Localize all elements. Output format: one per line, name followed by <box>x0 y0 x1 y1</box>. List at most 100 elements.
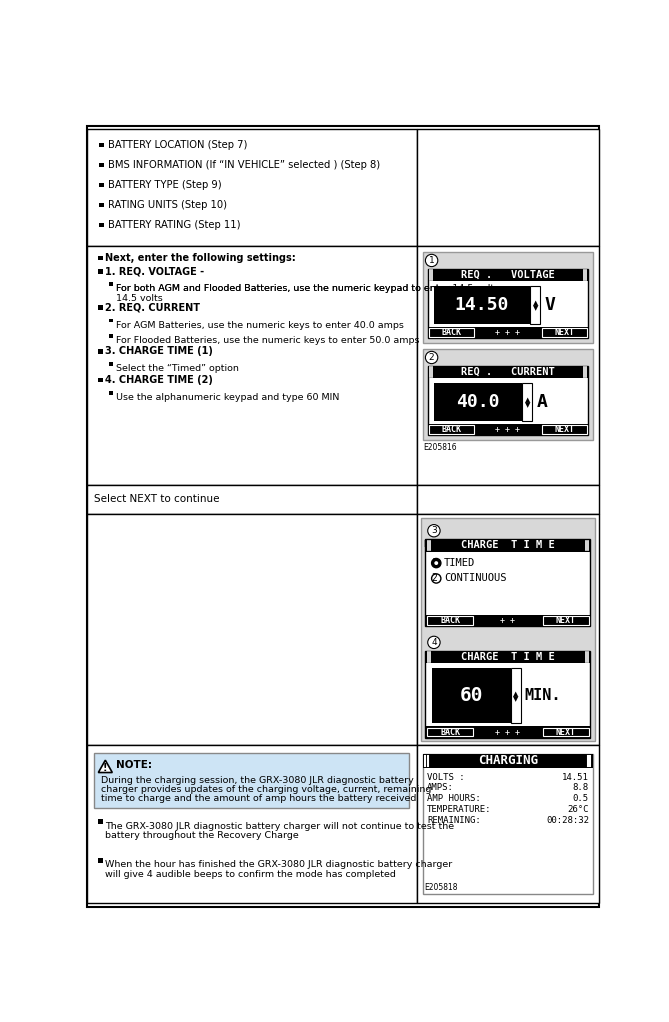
Bar <box>427 728 473 736</box>
Text: During the charging session, the GRX-3080 JLR diagnostic battery: During the charging session, the GRX-308… <box>100 776 413 785</box>
Bar <box>427 327 588 338</box>
Text: battery throughout the Recovery Charge: battery throughout the Recovery Charge <box>105 831 299 840</box>
Text: BACK: BACK <box>442 328 462 337</box>
Text: ▼: ▼ <box>533 306 538 312</box>
Text: CONTINUOUS: CONTINUOUS <box>444 573 506 584</box>
Text: 4: 4 <box>431 638 437 647</box>
Text: AMPS:: AMPS: <box>427 783 454 792</box>
Bar <box>427 366 588 378</box>
Text: E205818: E205818 <box>425 883 458 892</box>
Bar <box>87 745 417 903</box>
Bar <box>542 328 587 336</box>
Bar <box>109 363 113 366</box>
Bar <box>427 269 588 281</box>
Text: BACK: BACK <box>440 616 460 624</box>
Text: When the hour has finished the GRX-3080 JLR diagnostic battery charger: When the hour has finished the GRX-3080 … <box>105 861 452 870</box>
Circle shape <box>427 637 440 649</box>
Text: ▲: ▲ <box>513 691 518 697</box>
Text: REQ .   CURRENT: REQ . CURRENT <box>461 367 555 377</box>
Text: REMAINING:: REMAINING: <box>427 816 481 825</box>
Text: 8.8: 8.8 <box>573 783 589 792</box>
Text: ▲: ▲ <box>533 300 538 307</box>
Bar <box>109 334 113 338</box>
Text: time to charge and the amount of amp hours the battery received: time to charge and the amount of amp hou… <box>100 794 416 803</box>
Text: NEXT: NEXT <box>554 425 574 434</box>
Bar <box>417 745 599 903</box>
Bar <box>98 820 103 824</box>
Bar <box>417 484 599 514</box>
Bar <box>423 754 593 894</box>
Bar <box>109 391 113 394</box>
Text: The GRX-3080 JLR diagnostic battery charger will not continue to test the: The GRX-3080 JLR diagnostic battery char… <box>105 822 454 831</box>
Bar <box>432 667 511 724</box>
Bar <box>423 754 593 768</box>
Bar <box>417 129 599 246</box>
Text: E205816: E205816 <box>423 540 457 549</box>
Text: charger provides updates of the charging voltage, current, remaining: charger provides updates of the charging… <box>100 785 431 794</box>
Text: BMS INFORMATION (If “IN VEHICLE” selected ) (Step 8): BMS INFORMATION (If “IN VEHICLE” selecte… <box>108 160 380 170</box>
Circle shape <box>434 561 438 565</box>
Text: 2: 2 <box>432 573 438 584</box>
Text: BACK: BACK <box>440 728 460 737</box>
Text: ▲: ▲ <box>524 398 530 404</box>
Text: CHARGE  T I M E: CHARGE T I M E <box>461 652 555 662</box>
Bar <box>543 728 589 736</box>
Text: TIMED: TIMED <box>444 558 475 568</box>
Circle shape <box>432 558 441 567</box>
Text: NEXT: NEXT <box>554 328 574 337</box>
Text: NEXT: NEXT <box>556 728 576 737</box>
Text: 60: 60 <box>460 686 483 705</box>
Text: + + +: + + + <box>496 728 520 737</box>
Text: + + +: + + + <box>496 425 520 434</box>
Bar <box>427 424 588 435</box>
Text: For both AGM and Flooded Batteries, use the numeric keypad to enter: For both AGM and Flooded Batteries, use … <box>116 284 450 293</box>
Bar <box>98 306 103 310</box>
Text: For AGM Batteries, use the numeric keys to enter 40.0 amps: For AGM Batteries, use the numeric keys … <box>116 321 404 329</box>
Bar <box>99 202 104 207</box>
Bar <box>94 752 409 808</box>
Text: MIN.: MIN. <box>524 688 561 703</box>
Bar <box>425 540 591 552</box>
Text: E205817: E205817 <box>424 731 458 739</box>
Text: 14.50: 14.50 <box>455 295 509 314</box>
Text: AMP HOURS:: AMP HOURS: <box>427 794 481 803</box>
Bar <box>429 328 474 336</box>
Text: RATING UNITS (Step 10): RATING UNITS (Step 10) <box>108 200 227 211</box>
Bar <box>543 616 589 624</box>
Bar <box>99 223 104 227</box>
Text: ▼: ▼ <box>513 696 518 702</box>
Bar <box>434 383 522 421</box>
Text: + + +: + + + <box>496 328 520 337</box>
Text: CHARGE  T I M E: CHARGE T I M E <box>461 541 555 551</box>
Text: 3. CHARGE TIME (1): 3. CHARGE TIME (1) <box>105 346 213 357</box>
Text: 3: 3 <box>431 526 437 536</box>
Bar <box>98 377 103 382</box>
Bar <box>87 484 417 514</box>
Bar <box>98 858 103 863</box>
Text: Select the “Timed” option: Select the “Timed” option <box>116 365 239 373</box>
Bar <box>427 366 588 435</box>
Text: Select NEXT to continue: Select NEXT to continue <box>94 495 220 504</box>
Bar <box>425 727 591 738</box>
Bar <box>522 383 533 421</box>
Text: CHARGING: CHARGING <box>478 754 538 768</box>
Bar <box>511 667 521 724</box>
Bar <box>99 162 104 168</box>
Text: ▼: ▼ <box>524 403 530 409</box>
Text: will give 4 audible beeps to confirm the mode has completed: will give 4 audible beeps to confirm the… <box>105 870 396 879</box>
Bar <box>98 350 103 354</box>
Bar <box>425 651 591 738</box>
Bar <box>427 616 473 624</box>
Bar <box>417 246 599 484</box>
Bar <box>423 252 593 342</box>
Text: NOTE:: NOTE: <box>116 759 152 770</box>
Text: V: V <box>545 295 556 314</box>
Bar <box>87 246 417 484</box>
Text: 40.0: 40.0 <box>456 392 500 411</box>
Text: BATTERY RATING (Step 11): BATTERY RATING (Step 11) <box>108 220 240 230</box>
Bar <box>99 143 104 147</box>
Bar <box>425 651 591 663</box>
Text: 00:28:32: 00:28:32 <box>546 816 589 825</box>
Bar <box>425 614 591 626</box>
Text: 0.5: 0.5 <box>573 794 589 803</box>
